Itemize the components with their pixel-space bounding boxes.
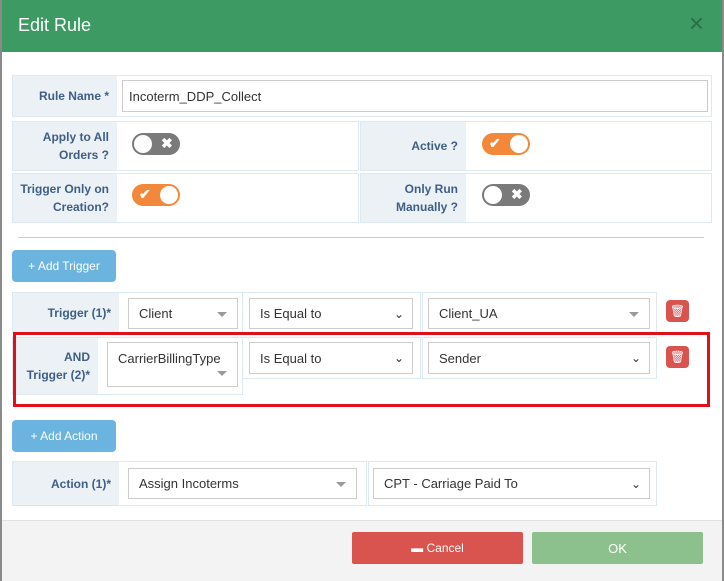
chevron-down-icon: ⌄ (630, 351, 641, 365)
select-value: Is Equal to (260, 350, 322, 366)
delete-trigger-1-button[interactable]: 🗑 (666, 300, 689, 322)
select-value: Client (139, 306, 173, 321)
dialog-header: Edit Rule × (2, 0, 722, 52)
trigger-2-operator-select[interactable]: Is Equal to ⌄ (249, 342, 413, 374)
trigger-1-field-select[interactable]: Client (128, 298, 238, 329)
toggle-knob (510, 135, 528, 153)
cancel-button[interactable]: ▬ Cancel (352, 532, 523, 564)
divider (18, 237, 704, 238)
run-manually-label: Only Run Manually ? (361, 174, 466, 222)
label-line: Apply to All (42, 130, 109, 144)
highlight-box (13, 332, 710, 407)
caret-down-icon (217, 311, 227, 317)
trigger-1-operator-select[interactable]: Is Equal to ⌄ (249, 298, 413, 329)
chevron-down-icon: ⌄ (393, 351, 404, 365)
x-icon: ✖ (511, 186, 523, 202)
caret-down-icon (336, 481, 346, 487)
trash-icon: 🗑 (669, 350, 686, 364)
apply-all-toggle[interactable]: ✖ (132, 133, 180, 155)
label-line: Trigger Only on (20, 182, 109, 196)
chevron-down-icon: ⌄ (630, 476, 641, 491)
trigger-2-field-select[interactable]: CarrierBillingType (107, 342, 238, 387)
trigger-creation-label: Trigger Only on Creation? (13, 174, 117, 222)
run-manually-toggle[interactable]: ✖ (482, 184, 530, 206)
trigger-creation-toggle[interactable]: ✔ (132, 184, 180, 206)
trigger-2-label: AND Trigger (2)* (13, 338, 98, 394)
label-line: AND (64, 350, 90, 364)
active-toggle[interactable]: ✔ (482, 133, 530, 155)
select-value: CarrierBillingType (118, 351, 221, 366)
check-icon: ✔ (139, 186, 151, 202)
rule-name-label: Rule Name * (13, 76, 117, 116)
action-1-label: Action (1)* (13, 462, 119, 505)
action-value-select[interactable]: CPT - Carriage Paid To ⌄ (373, 468, 650, 499)
check-icon: ✔ (489, 135, 501, 151)
action-type-select[interactable]: Assign Incoterms (128, 468, 357, 499)
select-value: Sender (439, 350, 481, 366)
trigger-2-value-select[interactable]: Sender ⌄ (428, 342, 650, 374)
close-icon[interactable]: × (688, 8, 704, 38)
delete-trigger-2-button[interactable]: 🗑 (666, 346, 689, 368)
rule-name-input[interactable]: Incoterm_DDP_Collect (122, 80, 708, 112)
active-label: Active ? (361, 122, 466, 170)
label-line: Creation? (52, 200, 109, 214)
label-line: Trigger (2)* (26, 368, 90, 382)
label-line: Orders ? (58, 148, 109, 162)
label-line: Manually ? (395, 200, 458, 214)
select-value: Is Equal to (260, 306, 322, 321)
caret-down-icon (217, 371, 227, 376)
toggle-knob (134, 135, 152, 153)
add-action-button[interactable]: + Add Action (12, 420, 116, 452)
trash-icon: 🗑 (669, 304, 686, 318)
apply-all-label: Apply to All Orders ? (13, 122, 117, 170)
trigger-1-label: Trigger (1)* (13, 293, 119, 333)
dialog-title: Edit Rule (18, 15, 92, 35)
select-value: Client_UA (439, 306, 498, 321)
caret-down-icon (629, 311, 639, 317)
ok-button[interactable]: OK (532, 532, 703, 564)
chevron-down-icon: ⌄ (393, 306, 404, 321)
select-value: Assign Incoterms (139, 476, 239, 491)
toggle-knob (160, 186, 178, 204)
trigger-1-value-select[interactable]: Client_UA (428, 298, 650, 329)
add-trigger-button[interactable]: + Add Trigger (12, 250, 116, 282)
x-icon: ✖ (161, 135, 173, 151)
toggle-knob (484, 186, 502, 204)
select-value: CPT - Carriage Paid To (384, 476, 518, 491)
label-line: Only Run (404, 182, 458, 196)
